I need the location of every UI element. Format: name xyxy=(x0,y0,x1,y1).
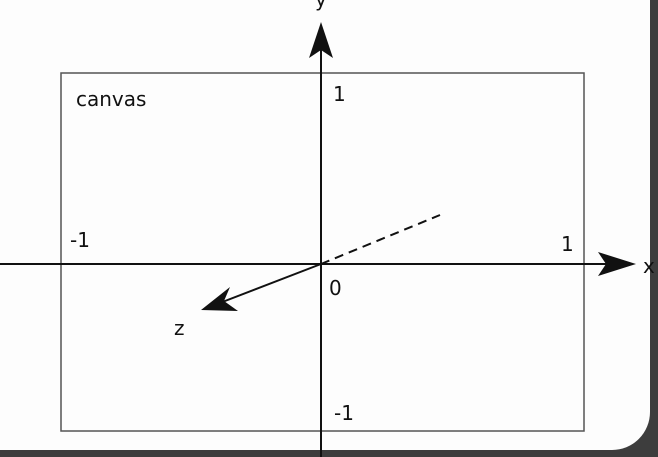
origin-label: 0 xyxy=(329,276,342,300)
x-tick-left-label: -1 xyxy=(70,228,90,252)
z-axis-line xyxy=(211,263,322,307)
y-axis-arrowhead xyxy=(309,22,333,58)
x-axis-arrowhead xyxy=(598,252,636,276)
y-axis-name: y xyxy=(315,0,327,11)
x-axis-name: x xyxy=(643,254,655,278)
z-axis-dashed-line xyxy=(320,214,441,265)
y-tick-bottom-label: -1 xyxy=(334,401,354,425)
z-axis-arrowhead xyxy=(201,287,238,311)
canvas-label: canvas xyxy=(76,87,146,111)
canvas-rectangle xyxy=(60,72,585,432)
y-tick-top-label: 1 xyxy=(333,82,346,106)
background-panel xyxy=(0,0,650,450)
x-tick-right-label: 1 xyxy=(561,232,574,256)
z-axis-name: z xyxy=(174,316,185,340)
